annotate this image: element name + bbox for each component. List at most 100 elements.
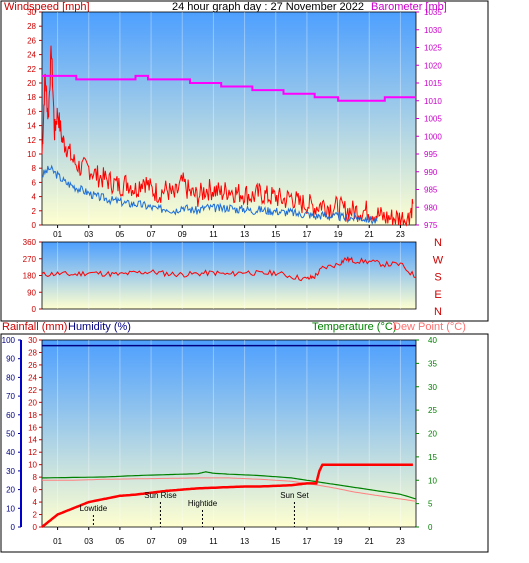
baro-tick-label: 1005: [424, 115, 442, 124]
wind-tick-label: 18: [27, 93, 36, 102]
chart-title: 24 hour graph day : 27 November 2022: [172, 1, 364, 13]
temp-tick-label: 5: [428, 500, 433, 509]
wind-tick-label: 20: [27, 79, 36, 88]
x-tick-label: 21: [365, 230, 374, 239]
x-tick-label: 07: [147, 537, 156, 546]
wind-tick-label: 30: [27, 8, 36, 17]
x-tick-label: 23: [396, 230, 405, 239]
avg-wind-series-line: [41, 164, 378, 225]
x-tick-label: 21: [365, 537, 374, 546]
x-tick-label: 05: [115, 230, 124, 239]
axes-layer: 0246810121416182022242628309759809859909…: [2, 8, 444, 546]
baro-tick-label: 990: [424, 168, 438, 177]
annotation-label: Lowtide: [80, 504, 108, 513]
baro-tick-label: 1015: [424, 79, 442, 88]
annotation-layer: Lowtide Sun Rise Hightide Sun Set: [80, 491, 309, 527]
wind-tick-label: 28: [27, 22, 36, 31]
direction-tick-label: 270: [23, 255, 37, 264]
rain-tick-label: 12: [28, 448, 37, 457]
rain-tick-label: 28: [28, 348, 37, 357]
x-tick-label: 11: [209, 230, 218, 239]
direction-tick-label: 180: [23, 272, 37, 281]
humidity-tick-label: 80: [6, 373, 15, 382]
x-tick-label: 15: [271, 230, 280, 239]
x-tick-label: 01: [53, 537, 62, 546]
x-tick-label: 19: [334, 230, 343, 239]
rain-plot-area: [41, 339, 417, 528]
humidity-tick-label: 40: [6, 448, 15, 457]
humidity-tick-label: 30: [6, 467, 15, 476]
temp-tick-label: 10: [428, 476, 437, 485]
wind-tick-label: 24: [27, 51, 36, 60]
rain-tick-label: 22: [28, 386, 37, 395]
rain-tick-label: 30: [28, 336, 37, 345]
temp-tick-label: 0: [428, 523, 433, 532]
baro-tick-label: 1000: [424, 132, 442, 141]
wind-tick-label: 0: [32, 221, 37, 230]
annotation-label: Sun Rise: [144, 491, 177, 500]
direction-series-line: [41, 256, 417, 282]
wind-tick-label: 2: [32, 207, 37, 216]
humidity-axis-title: Humidity (%): [68, 321, 131, 333]
x-tick-label: 19: [334, 537, 343, 546]
wind-tick-label: 6: [32, 178, 37, 187]
temp-tick-label: 15: [428, 453, 437, 462]
baro-tick-label: 985: [424, 186, 438, 195]
direction-tick-label: 360: [23, 238, 37, 247]
x-tick-label: 01: [53, 230, 62, 239]
x-tick-label: 13: [240, 537, 249, 546]
rain-tick-label: 4: [33, 498, 38, 507]
compass-label: N: [434, 237, 442, 249]
baro-tick-label: 995: [424, 150, 438, 159]
baro-tick-label: 1035: [424, 8, 442, 17]
barometer-series-line: [42, 74, 416, 102]
rain-tick-label: 10: [28, 461, 37, 470]
temp-tick-label: 25: [428, 406, 437, 415]
baro-axis-title: Barometer [mb]: [371, 1, 447, 13]
direction-tick-label: 0: [32, 305, 37, 314]
x-tick-label: 09: [178, 230, 187, 239]
gust-series-line: [41, 45, 414, 227]
x-tick-label: 13: [240, 230, 249, 239]
rain-tick-label: 8: [33, 473, 38, 482]
x-tick-label: 17: [302, 537, 311, 546]
wind-tick-label: 26: [27, 36, 36, 45]
temp-tick-label: 30: [428, 383, 437, 392]
wind-tick-label: 4: [32, 193, 37, 202]
baro-tick-label: 1020: [424, 61, 442, 70]
x-tick-label: 23: [396, 537, 405, 546]
grid-layer: [57, 12, 401, 527]
rainfall-series-line: [41, 463, 413, 528]
x-tick-label: 17: [302, 230, 311, 239]
rain-tick-label: 24: [28, 373, 37, 382]
rain-tick-label: 14: [28, 436, 37, 445]
baro-tick-label: 975: [424, 221, 438, 230]
temperature-series-line: [42, 471, 417, 500]
x-tick-label: 15: [271, 537, 280, 546]
baro-tick-label: 1025: [424, 44, 442, 53]
humidity-tick-label: 10: [6, 504, 15, 513]
compass-label: W: [433, 254, 444, 266]
x-tick-label: 03: [84, 537, 93, 546]
annotation-label: Hightide: [188, 499, 218, 508]
temp-tick-label: 40: [428, 336, 437, 345]
humidity-tick-label: 20: [6, 486, 15, 495]
compass-label: S: [434, 272, 441, 284]
temp-tick-label: 20: [428, 430, 437, 439]
x-tick-label: 11: [209, 537, 218, 546]
rain-tick-label: 16: [28, 423, 37, 432]
humidity-tick-label: 60: [6, 411, 15, 420]
humidity-tick-label: 70: [6, 392, 15, 401]
baro-tick-label: 1030: [424, 26, 442, 35]
rain-tick-label: 2: [33, 511, 38, 520]
humidity-tick-label: 90: [6, 355, 15, 364]
x-tick-label: 03: [84, 230, 93, 239]
rain-tick-label: 0: [33, 523, 38, 532]
humidity-tick-label: 0: [11, 523, 16, 532]
rain-axis-title: Rainfall (mm): [2, 321, 67, 333]
wind-tick-label: 14: [27, 122, 36, 131]
x-tick-label: 09: [178, 537, 187, 546]
temp-axis-title: Temperature (°C): [312, 321, 396, 333]
dew-axis-title: Dew Point (°C): [393, 321, 466, 333]
wind-axis-title: Windspeed [mph]: [4, 1, 90, 13]
